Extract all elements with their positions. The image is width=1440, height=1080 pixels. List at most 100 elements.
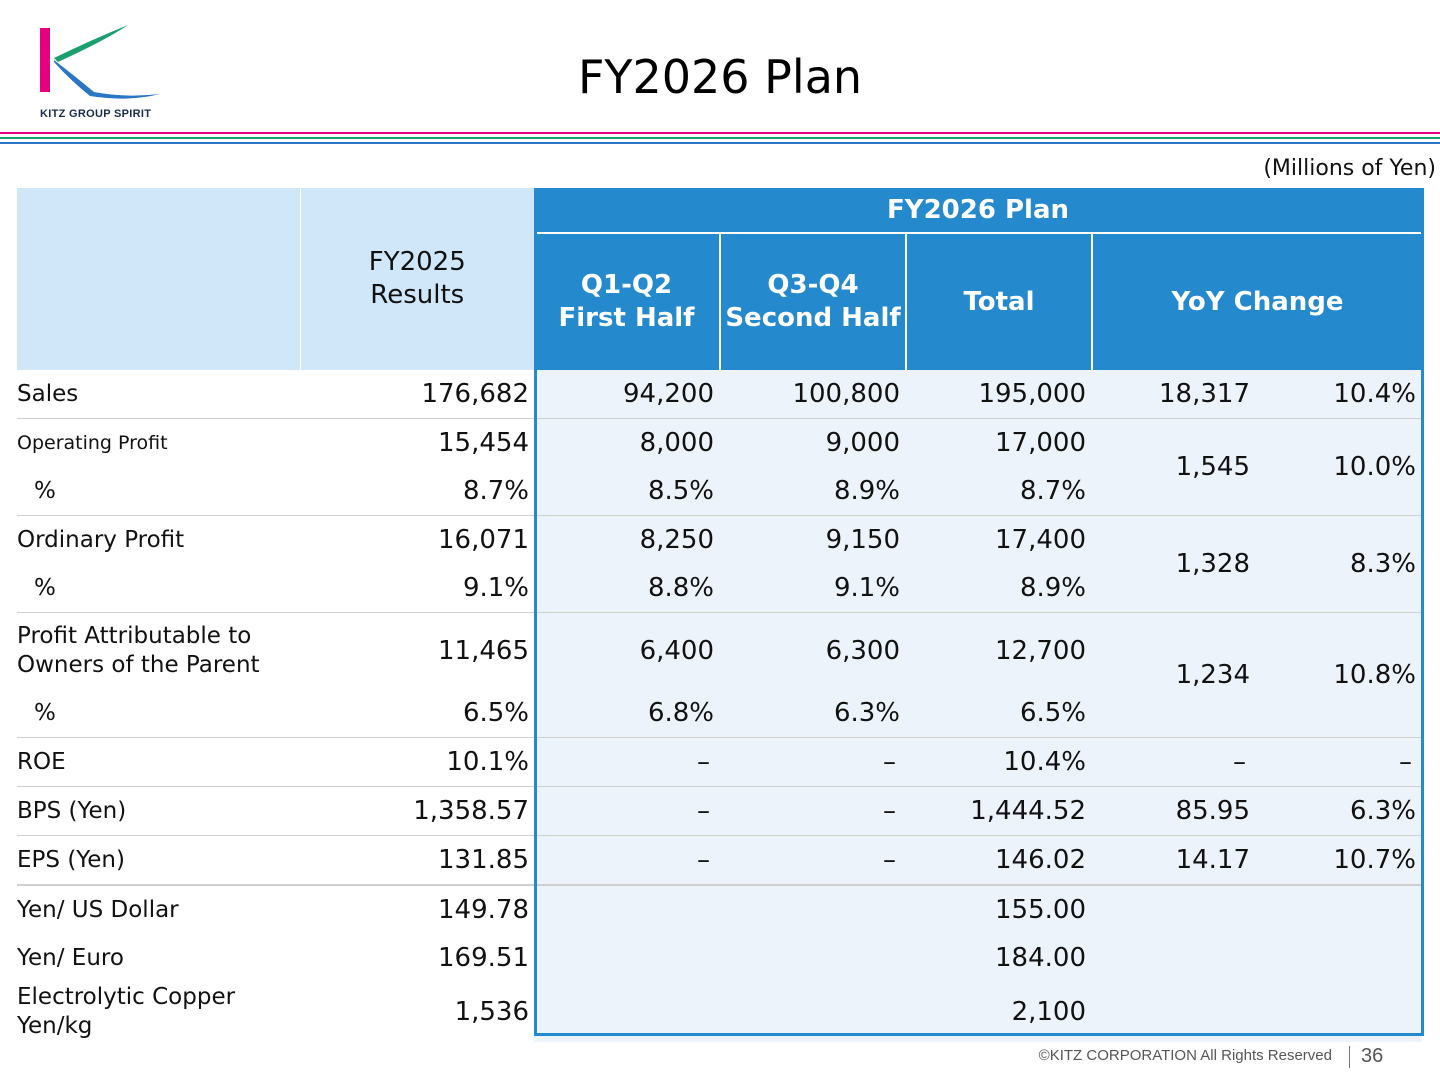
row-operating-profit-percent: % 8.7% 8.5% 8.9% 8.7% xyxy=(17,467,1422,516)
fy2025-value: 149.78 xyxy=(300,884,534,934)
header-fy2026-plan: FY2026 Plan xyxy=(534,188,1422,233)
page-divider xyxy=(1349,1046,1350,1068)
h2-value: – xyxy=(720,737,906,787)
fy2025-value: 1,536 xyxy=(454,997,529,1027)
h2-value: 9,000 xyxy=(720,418,906,467)
total-value: 195,000 xyxy=(906,370,1092,419)
yoy-amount: – xyxy=(1092,737,1256,787)
h2-value: – xyxy=(720,786,906,836)
row-net-profit: Profit Attributable to Owners of the Pare… xyxy=(17,612,1422,738)
total-value: 17,000 xyxy=(906,418,1092,467)
page-title: FY2026 Plan xyxy=(577,50,863,104)
yoy-amount: 18,317 xyxy=(1092,370,1256,419)
yoy-percent: 6.3% xyxy=(1256,786,1422,836)
fy2025-value: 176,682 xyxy=(421,379,529,409)
unit-note: (Millions of Yen) xyxy=(1263,156,1436,181)
row-ordinary-profit-percent: % 9.1% 8.8% 9.1% 8.9% xyxy=(17,564,1422,613)
total-value: 155.00 xyxy=(906,884,1092,934)
row-label: % xyxy=(34,700,56,726)
row-label: % xyxy=(34,478,56,504)
h2-value: 6.3% xyxy=(720,689,906,738)
h1-value: 8.5% xyxy=(534,467,720,516)
header-total: Total xyxy=(905,232,1092,370)
total-value: 184.00 xyxy=(906,934,1092,982)
h2-value: – xyxy=(720,835,906,885)
h2-value: 9.1% xyxy=(720,564,906,613)
row-bps: BPS (Yen) 1,358.57 – – 1,444.52 85.95 6.… xyxy=(17,786,1422,836)
logo-bar-magenta xyxy=(40,28,50,92)
h2-empty xyxy=(720,884,906,934)
row-eur-rate: Yen/ Euro 169.51 184.00 xyxy=(17,934,1422,982)
total-value: 12,700 xyxy=(906,612,1092,689)
fy2025-value: 15,454 xyxy=(300,418,534,467)
logo-text: KITZ GROUP SPIRIT xyxy=(40,108,152,120)
copyright: ©KITZ CORPORATION All Rights Reserved xyxy=(1038,1047,1332,1064)
yoy-percent-empty xyxy=(1256,982,1422,1042)
h1-value: – xyxy=(534,835,720,885)
h1-value: 6,400 xyxy=(534,612,720,689)
fy2025-value: 169.51 xyxy=(438,943,529,973)
h2-empty xyxy=(720,982,906,1042)
total-value: 10.4% xyxy=(906,737,1092,787)
row-label: Ordinary Profit xyxy=(17,515,300,564)
yoy-amount: 85.95 xyxy=(1092,786,1256,836)
row-label: ROE xyxy=(17,737,300,787)
header-yoy-change: YoY Change xyxy=(1091,232,1422,370)
row-label: Sales xyxy=(17,381,79,407)
total-value: 8.7% xyxy=(906,467,1092,516)
yoy-percent-empty xyxy=(1256,884,1422,934)
header-q1q2: Q1-Q2 First Half xyxy=(534,232,720,370)
h1-value: 94,200 xyxy=(534,370,720,419)
row-copper-price: Electrolytic Copper Yen/kg 1,536 2,100 xyxy=(17,982,1422,1042)
yoy-percent: 10.7% xyxy=(1256,835,1422,885)
yoy-percent: 8.3% xyxy=(1256,515,1422,613)
fy2025-value: 131.85 xyxy=(300,835,534,885)
h2-value: 100,800 xyxy=(720,370,906,419)
total-value: 8.9% xyxy=(906,564,1092,613)
kitz-logo xyxy=(40,25,160,99)
row-label: % xyxy=(34,575,56,601)
fy2025-value: 16,071 xyxy=(300,515,534,564)
h1-empty xyxy=(534,884,720,934)
logo-green-stroke xyxy=(54,25,128,62)
header-rules xyxy=(0,132,1440,144)
fy2025-value: 6.5% xyxy=(462,698,529,728)
yoy-amount: 14.17 xyxy=(1092,835,1256,885)
row-label: BPS (Yen) xyxy=(17,786,300,836)
h2-empty xyxy=(720,934,906,982)
h2-value: 9,150 xyxy=(720,515,906,564)
fy2025-value: 10.1% xyxy=(300,737,534,787)
h1-value: 8,000 xyxy=(534,418,720,467)
total-value: 1,444.52 xyxy=(906,786,1092,836)
header-blank xyxy=(17,188,301,370)
h2-value: 6,300 xyxy=(720,612,906,689)
row-sales: Sales 176,682 94,200 100,800 195,000 18,… xyxy=(17,370,1422,419)
header-q3q4: Q3-Q4 Second Half xyxy=(719,232,906,370)
row-label: Profit Attributable to Owners of the Pare… xyxy=(17,612,300,689)
page-number: 36 xyxy=(1361,1045,1384,1067)
fy2025-value: 9.1% xyxy=(462,573,529,603)
yoy-percent-empty xyxy=(1256,934,1422,982)
row-operating-profit: Operating Profit 15,454 8,000 9,000 17,0… xyxy=(17,418,1422,516)
yoy-amount: 1,328 xyxy=(1092,515,1256,613)
row-net-profit-percent: % 6.5% 6.8% 6.3% 6.5% xyxy=(17,689,1422,738)
yoy-percent: – xyxy=(1256,737,1422,787)
header-fy2025: FY2025 Results xyxy=(300,188,534,370)
total-value: 6.5% xyxy=(906,689,1092,738)
yoy-amount-empty xyxy=(1092,934,1256,982)
yoy-amount: 1,545 xyxy=(1092,418,1256,516)
h1-value: – xyxy=(534,786,720,836)
h1-value: – xyxy=(534,737,720,787)
yoy-amount-empty xyxy=(1092,884,1256,934)
fy2025-value: 8.7% xyxy=(462,476,529,506)
h1-empty xyxy=(534,982,720,1042)
row-label: Yen/ US Dollar xyxy=(17,884,300,934)
row-label: EPS (Yen) xyxy=(17,835,300,885)
plan-table: FY2025 Results FY2026 Plan Q1-Q2 First Hal… xyxy=(17,188,1422,1042)
logo-blue-stroke xyxy=(54,60,160,99)
h2-value: 8.9% xyxy=(720,467,906,516)
yoy-amount-empty xyxy=(1092,982,1256,1042)
total-value: 146.02 xyxy=(906,835,1092,885)
h1-value: 8.8% xyxy=(534,564,720,613)
row-usd-rate: Yen/ US Dollar 149.78 155.00 xyxy=(17,884,1422,934)
